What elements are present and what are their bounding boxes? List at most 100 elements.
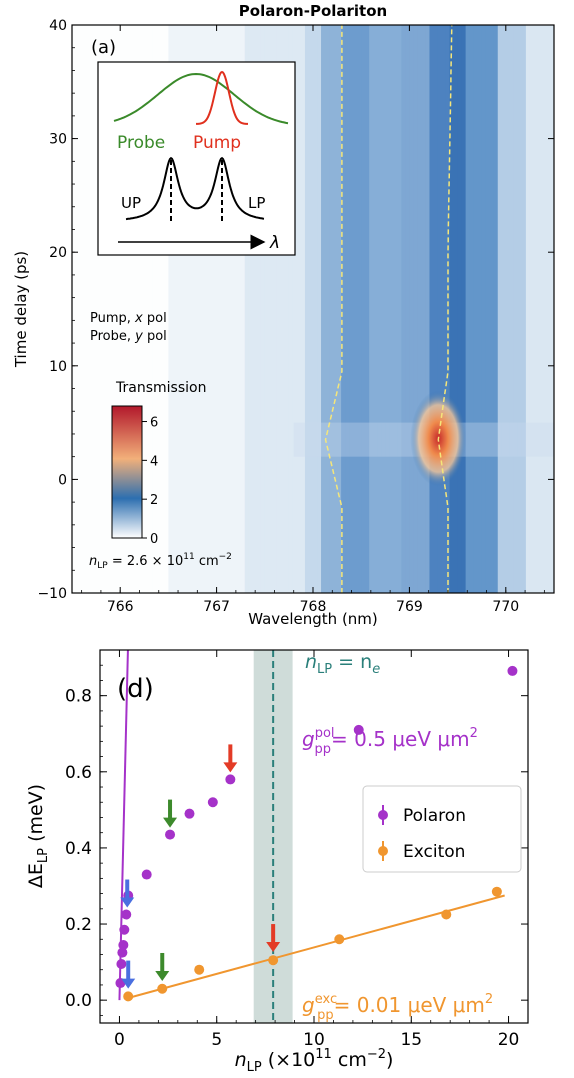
polaron-point (184, 808, 195, 819)
heatmap-strip (385, 25, 390, 593)
heatmap-strip (441, 25, 447, 593)
heatmap-strip (220, 25, 226, 593)
legend: Polaron Exciton (362, 785, 522, 873)
polaron-point (207, 797, 218, 808)
heatmap-strip (313, 25, 318, 593)
heatmap-strip (449, 25, 455, 593)
x-tick-label: 15 (400, 1030, 422, 1050)
heatmap-strip (132, 25, 137, 593)
heatmap-strip (545, 25, 551, 593)
heatmap-strip (116, 25, 121, 593)
heatmap-strip (493, 25, 499, 593)
pump-polarization-note: Pump, x pol (90, 311, 167, 326)
marker-arrow-head (120, 897, 135, 908)
heatmap-strip (369, 25, 374, 593)
panel-d-plot (115, 650, 518, 1002)
heatmap-strip (104, 25, 109, 593)
marker-arrow-head (223, 762, 238, 773)
exciton-point (268, 955, 279, 966)
density-label: nLP = 2.6 × 1011 cm−2 (89, 552, 232, 571)
panel-a-label: (a) (91, 37, 116, 58)
inset-pump-label: Pump (193, 133, 241, 153)
heatmap-strip (397, 25, 402, 593)
pump-spectrum-curve (196, 70, 248, 125)
heatmap-strip (176, 25, 182, 593)
heatmap-strip (88, 25, 93, 593)
y-tick-label: 0.2 (65, 915, 92, 935)
x-tick-label: 769 (396, 599, 423, 615)
polaron-point (507, 665, 518, 676)
heatmap-strip (341, 25, 346, 593)
y-tick-label: 0 (58, 472, 67, 488)
heatmap-strip (280, 25, 286, 593)
heatmap-strip (465, 25, 471, 593)
heatmap-strip (100, 25, 105, 593)
heatmap-strip (292, 25, 298, 593)
heatmap-strip (533, 25, 539, 593)
heatmap-strip (284, 25, 290, 593)
heatmap-strip (308, 25, 314, 593)
density-band (253, 650, 293, 1023)
polaron-point (353, 724, 364, 735)
exciton-point (491, 886, 502, 897)
inset-lp-label: LP (248, 194, 265, 212)
legend-polaron-label: Polaron (403, 806, 466, 826)
polariton-spectrum-curve (125, 156, 265, 221)
heatmap-strip (541, 25, 547, 593)
heatmap-strip (349, 25, 354, 593)
inset-lambda-label: λ (269, 233, 280, 253)
heatmap-strip (180, 25, 186, 593)
heatmap-strip (505, 25, 511, 593)
heatmap-strip (76, 25, 81, 593)
marker-arrow-head (266, 942, 281, 953)
heatmap-strip (353, 25, 358, 593)
polaron-point (225, 774, 236, 785)
heatmap-strip (300, 25, 306, 593)
colorbar (111, 405, 143, 539)
exciton-point (123, 991, 134, 1002)
inset-up-label: UP (121, 194, 141, 212)
fit-label-polaron: gpol pp= 0.5 μeV μm2 (302, 726, 478, 757)
heatmap-strip (389, 25, 394, 593)
heatmap-strip (156, 25, 161, 593)
heatmap-strip (445, 25, 451, 593)
probe-spectrum-curve (113, 72, 289, 125)
fit-label-exciton: gexc pp= 0.01 μeV μm2 (302, 992, 493, 1023)
heatmap-strip (256, 25, 262, 593)
panel-a-title: Polaron-Polariton (239, 2, 387, 20)
heatmap-strip (413, 25, 419, 593)
heatmap-strip (252, 25, 258, 593)
x-tick-label: 20 (498, 1030, 520, 1050)
heatmap-strip (377, 25, 382, 593)
inset: Probe Pump UP LP λ (97, 61, 296, 256)
heatmap-strip (433, 25, 439, 593)
heatmap-strip (405, 25, 410, 593)
heatmap-strip (208, 25, 214, 593)
heatmap-strip (108, 25, 113, 593)
heatmap-strip (357, 25, 362, 593)
heatmap-strip (80, 25, 85, 593)
band-label: nLP = ne (305, 651, 380, 677)
heatmap-strip (184, 25, 190, 593)
heatmap-strip (469, 25, 475, 593)
marker-arrow-head (121, 978, 136, 989)
heatmap-strip (124, 25, 129, 593)
heatmap-strip (192, 25, 198, 593)
panel-d-ticks: 0 5 10 15 20 0.0 0.2 0.4 0.6 0.8 (65, 650, 529, 1050)
colorbar-tick-label: 4 (150, 454, 158, 469)
heatmap-strip (148, 25, 153, 593)
heatmap-strip (296, 25, 302, 593)
heatmap-strip (224, 25, 230, 593)
heatmap-strip (248, 25, 254, 593)
x-tick-label: 767 (203, 599, 230, 615)
heatmap-strip (164, 25, 169, 593)
heatmap-strip (288, 25, 294, 593)
x-tick-label: 5 (211, 1030, 222, 1050)
polaron-point (165, 829, 176, 840)
y-tick-label: 30 (49, 132, 67, 148)
heatmap-strip (509, 25, 515, 593)
heatmap-strip (264, 25, 270, 593)
heatmap-strip (120, 25, 125, 593)
heatmap-strip (517, 25, 523, 593)
